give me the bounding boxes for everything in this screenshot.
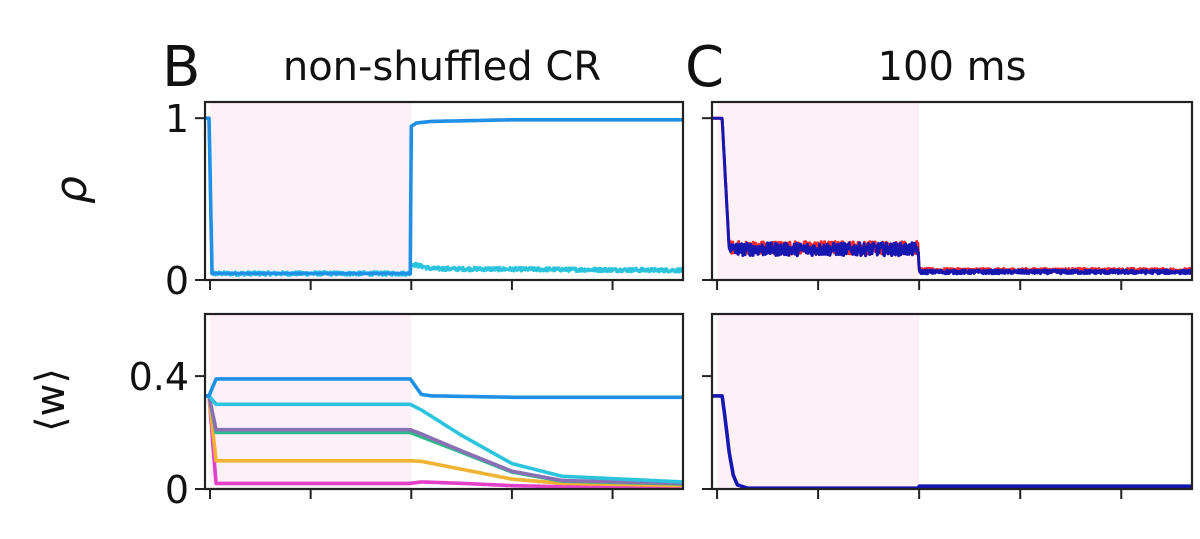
series-line-0 bbox=[204, 394, 684, 490]
y-tick-label: 1 bbox=[165, 97, 189, 141]
series-line-3 bbox=[204, 394, 684, 486]
series-line-1 bbox=[204, 116, 684, 276]
axes-frame bbox=[203, 312, 685, 491]
axes-frame bbox=[203, 100, 685, 282]
plot-b-rho: 01 bbox=[165, 97, 685, 303]
plot-c-w bbox=[702, 312, 1194, 499]
series-line-4 bbox=[204, 394, 684, 484]
plot-b-w: 00.4 bbox=[129, 312, 685, 512]
y-tick-label: 0.4 bbox=[129, 355, 189, 399]
ylabel-w: ⟨w⟩ bbox=[28, 368, 74, 432]
ylabel-rho: ρ bbox=[46, 176, 97, 204]
series-line-1 bbox=[204, 394, 684, 488]
y-tick-label: 0 bbox=[165, 259, 189, 303]
panel-letter-c: C bbox=[685, 35, 724, 100]
panel-title-b: non-shuffled CR bbox=[283, 44, 601, 90]
plot-c-rho bbox=[702, 100, 1194, 290]
axes-frame bbox=[710, 312, 1194, 491]
panel-title-c: 100 ms bbox=[878, 44, 1027, 90]
axes-frame bbox=[710, 100, 1194, 282]
panel-letter-b-group: B bbox=[162, 35, 200, 100]
series-line-5 bbox=[204, 377, 684, 400]
y-tick-label: 0 bbox=[165, 468, 189, 512]
panel-letter-b: B bbox=[162, 35, 200, 100]
shaded-region bbox=[210, 102, 412, 280]
shaded-region bbox=[717, 314, 920, 489]
series-line-1 bbox=[711, 116, 1193, 276]
shaded-region bbox=[210, 314, 412, 489]
